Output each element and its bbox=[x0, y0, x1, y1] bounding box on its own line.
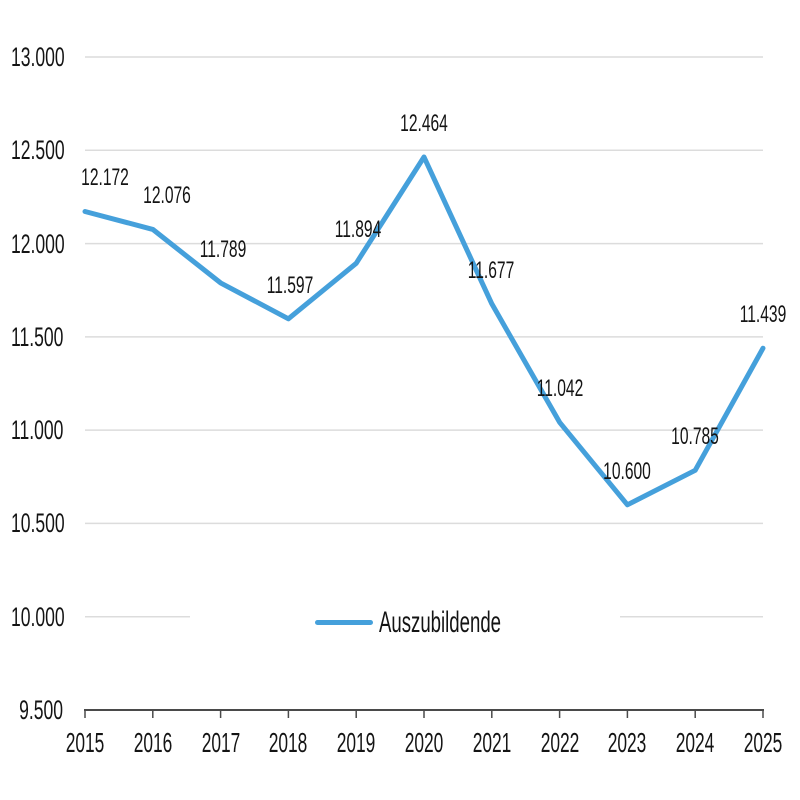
legend: Auszubildende bbox=[190, 598, 620, 648]
series-line-auszubildende bbox=[82, 154, 766, 508]
legend-label: Auszubildende bbox=[378, 606, 502, 639]
legend-line-sample-icon bbox=[315, 620, 373, 625]
